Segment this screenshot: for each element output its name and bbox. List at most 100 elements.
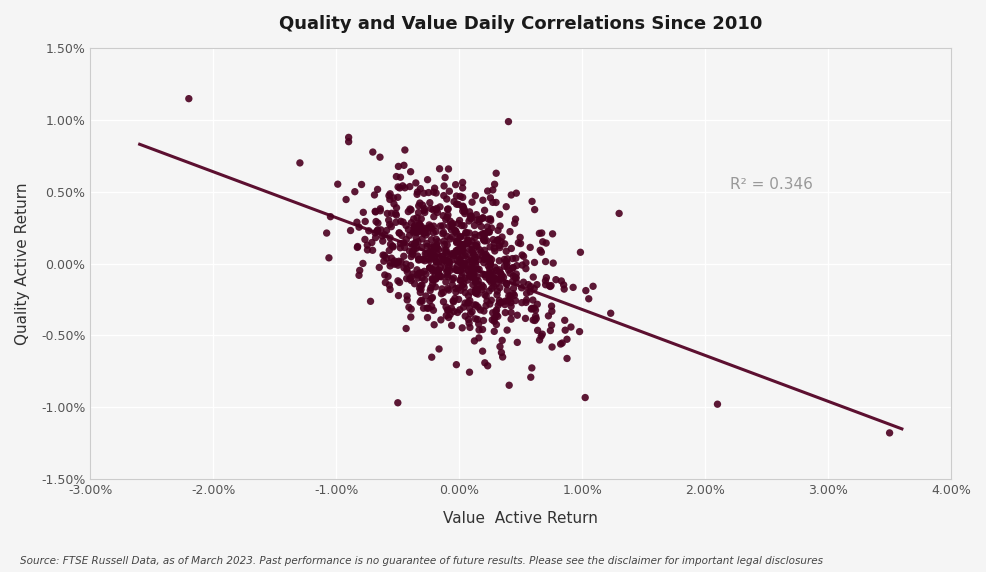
Point (384, 253, 399, 263)
Point (487, 263, 503, 272)
Point (375, 251, 390, 260)
Point (526, 315, 541, 324)
Point (411, 219, 427, 228)
Point (444, 304, 459, 313)
Point (881, 428, 897, 438)
Point (468, 286, 484, 295)
Point (488, 280, 504, 289)
Point (412, 297, 428, 307)
Point (433, 315, 449, 324)
Point (581, 294, 597, 303)
Point (497, 300, 513, 309)
Point (398, 221, 414, 230)
Point (468, 210, 484, 219)
Point (383, 233, 398, 243)
Point (544, 307, 560, 316)
Point (418, 231, 434, 240)
Point (496, 255, 512, 264)
Point (507, 273, 523, 282)
Point (469, 285, 485, 294)
Point (399, 295, 415, 304)
Point (435, 221, 451, 231)
Point (450, 256, 465, 265)
Point (435, 211, 451, 220)
Point (396, 252, 412, 261)
Point (405, 228, 421, 237)
Point (470, 289, 486, 299)
Point (503, 308, 519, 317)
Point (367, 228, 383, 237)
Point (462, 212, 478, 221)
Point (486, 313, 502, 323)
Point (406, 246, 422, 255)
Point (538, 239, 554, 248)
Point (440, 266, 456, 275)
Point (469, 272, 485, 281)
Point (409, 190, 425, 199)
Point (557, 316, 573, 325)
Point (398, 260, 414, 269)
Point (394, 231, 410, 240)
Point (413, 285, 429, 294)
Point (395, 217, 411, 227)
Point (425, 280, 441, 289)
Point (523, 243, 538, 252)
Point (485, 308, 501, 317)
Point (455, 206, 470, 216)
Point (476, 206, 492, 215)
Point (441, 262, 457, 271)
Point (424, 235, 440, 244)
Point (453, 285, 468, 295)
Point (565, 283, 581, 292)
Point (533, 228, 549, 237)
Point (482, 258, 498, 267)
Point (454, 245, 469, 255)
Point (543, 301, 559, 311)
Point (497, 239, 513, 248)
Point (458, 312, 473, 321)
Point (443, 217, 458, 226)
Point (450, 236, 465, 245)
Point (513, 239, 528, 248)
Point (494, 276, 510, 285)
Point (533, 248, 549, 257)
Point (466, 271, 482, 280)
Point (412, 198, 428, 208)
Point (484, 284, 500, 293)
Point (477, 236, 493, 245)
Point (433, 252, 449, 261)
Point (505, 289, 521, 298)
Point (451, 245, 466, 254)
Point (490, 235, 506, 244)
Point (476, 229, 492, 239)
Point (382, 281, 397, 290)
Point (455, 259, 470, 268)
Point (425, 205, 441, 214)
Point (432, 164, 448, 173)
Point (373, 225, 388, 235)
Point (433, 263, 449, 272)
Point (499, 259, 515, 268)
Point (435, 257, 451, 267)
Point (455, 251, 470, 260)
Point (367, 190, 383, 200)
Point (526, 272, 541, 281)
Point (465, 265, 481, 274)
Point (458, 299, 473, 308)
Point (444, 321, 459, 330)
Point (461, 216, 477, 225)
Point (419, 249, 435, 259)
Point (444, 225, 459, 235)
Point (441, 255, 457, 264)
Point (513, 233, 528, 242)
Point (404, 250, 420, 259)
Point (479, 296, 495, 305)
Point (437, 240, 453, 249)
Point (452, 216, 467, 225)
Point (455, 184, 470, 193)
Point (467, 230, 483, 239)
Point (502, 295, 518, 304)
Point (387, 200, 402, 209)
Point (489, 266, 505, 275)
Point (487, 247, 503, 256)
